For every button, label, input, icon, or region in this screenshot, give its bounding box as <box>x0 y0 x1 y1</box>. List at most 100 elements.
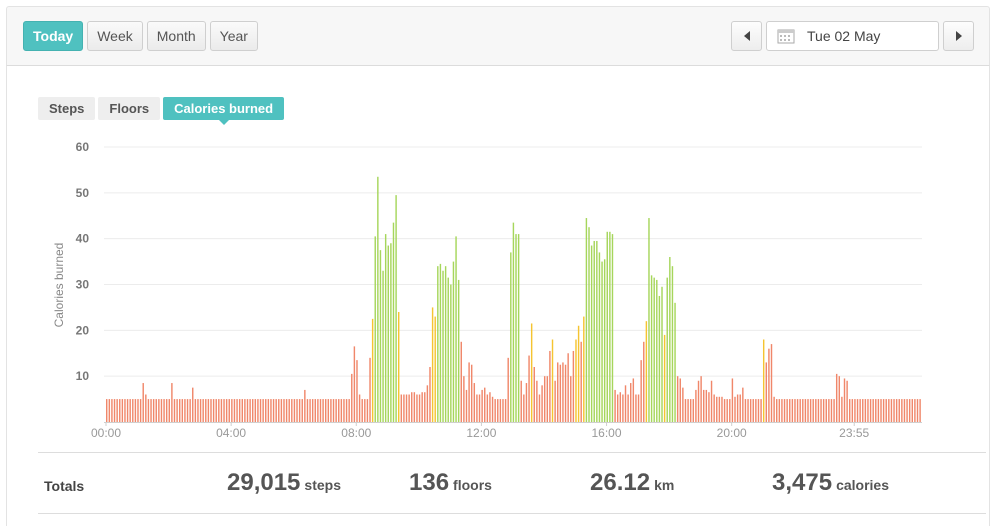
chart-bar[interactable] <box>538 394 541 423</box>
chart-bar[interactable] <box>643 341 645 422</box>
chart-bar[interactable] <box>207 399 210 422</box>
chart-bar[interactable] <box>820 399 822 422</box>
chart-bar[interactable] <box>624 385 627 422</box>
chart-bar[interactable] <box>908 399 911 422</box>
chart-bar[interactable] <box>181 399 184 422</box>
chart-bar[interactable] <box>397 312 400 422</box>
chart-bar[interactable] <box>338 399 340 422</box>
chart-bar[interactable] <box>739 394 741 423</box>
chart-bar[interactable] <box>259 399 262 422</box>
chart-bar[interactable] <box>408 394 410 423</box>
chart-bar[interactable] <box>418 394 421 423</box>
chart-bar[interactable] <box>437 266 439 422</box>
chart-bar[interactable] <box>489 392 491 422</box>
chart-bar[interactable] <box>270 399 272 422</box>
chart-bar[interactable] <box>111 399 113 422</box>
chart-bar[interactable] <box>241 399 243 422</box>
chart-bar[interactable] <box>416 394 418 423</box>
chart-bar[interactable] <box>343 399 345 422</box>
chart-bar[interactable] <box>718 396 721 422</box>
chart-bar[interactable] <box>400 394 403 423</box>
chart-bar[interactable] <box>864 399 867 422</box>
chart-bar[interactable] <box>481 389 483 422</box>
chart-bar[interactable] <box>390 243 392 422</box>
chart-bar[interactable] <box>809 399 812 422</box>
chart-bar[interactable] <box>192 387 194 423</box>
chart-bar[interactable] <box>494 399 496 422</box>
period-button-week[interactable]: Week <box>87 21 143 51</box>
chart-bar[interactable] <box>601 261 603 422</box>
chart-bar[interactable] <box>650 275 653 422</box>
chart-bar[interactable] <box>729 399 731 422</box>
chart-bar[interactable] <box>614 389 616 422</box>
chart-bar[interactable] <box>596 240 598 422</box>
chart-bar[interactable] <box>575 339 577 423</box>
chart-bar[interactable] <box>374 236 376 423</box>
chart-bar[interactable] <box>812 399 814 422</box>
chart-bar[interactable] <box>351 373 353 423</box>
chart-bar[interactable] <box>734 396 736 422</box>
chart-bar[interactable] <box>877 399 880 422</box>
chart-bar[interactable] <box>134 399 137 422</box>
chart-bar[interactable] <box>744 399 747 422</box>
chart-bar[interactable] <box>335 399 337 422</box>
chart-bar[interactable] <box>504 399 507 422</box>
chart-bar[interactable] <box>799 399 801 422</box>
chart-bar[interactable] <box>875 399 877 422</box>
chart-bar[interactable] <box>225 399 228 422</box>
chart-bar[interactable] <box>564 364 567 422</box>
chart-bar[interactable] <box>327 399 330 422</box>
chart-bar[interactable] <box>903 399 906 422</box>
chart-bar[interactable] <box>145 394 147 423</box>
chart-bar[interactable] <box>194 399 197 422</box>
chart-bar[interactable] <box>888 399 890 422</box>
chart-bar[interactable] <box>452 261 455 422</box>
chart-bar[interactable] <box>450 284 452 423</box>
chart-bar[interactable] <box>906 399 908 422</box>
chart-bar[interactable] <box>121 399 124 422</box>
chart-bar[interactable] <box>186 399 189 422</box>
chart-bar[interactable] <box>543 376 546 422</box>
chart-bar[interactable] <box>165 399 168 422</box>
chart-bar[interactable] <box>645 321 648 422</box>
chart-bar[interactable] <box>163 399 165 422</box>
chart-bar[interactable] <box>843 378 846 422</box>
chart-bar[interactable] <box>901 399 903 422</box>
chart-bar[interactable] <box>541 385 543 422</box>
chart-bar[interactable] <box>590 245 593 422</box>
chart-bar[interactable] <box>515 234 517 422</box>
chart-bar[interactable] <box>434 316 436 422</box>
chart-bar[interactable] <box>218 399 220 422</box>
chart-bar[interactable] <box>895 399 898 422</box>
chart-bar[interactable] <box>517 234 520 422</box>
chart-bar[interactable] <box>160 399 163 422</box>
chart-bar[interactable] <box>499 399 502 422</box>
chart-bar[interactable] <box>869 399 872 422</box>
chart-bar[interactable] <box>559 364 562 422</box>
chart-bar[interactable] <box>791 399 794 422</box>
chart-bar[interactable] <box>309 399 311 422</box>
chart-bar[interactable] <box>205 399 207 422</box>
chart-bar[interactable] <box>762 339 765 423</box>
chart-bar[interactable] <box>197 399 199 422</box>
chart-bar[interactable] <box>429 367 431 422</box>
chart-bar[interactable] <box>661 286 663 422</box>
chart-bar[interactable] <box>447 277 449 423</box>
chart-bar[interactable] <box>815 399 817 422</box>
tab-steps[interactable]: Steps <box>38 97 96 120</box>
chart-bar[interactable] <box>648 218 650 422</box>
chart-bar[interactable] <box>616 394 619 423</box>
chart-bar[interactable] <box>387 245 389 422</box>
chart-bar[interactable] <box>246 399 249 422</box>
chart-bar[interactable] <box>765 362 768 422</box>
chart-bar[interactable] <box>611 234 614 422</box>
chart-bar[interactable] <box>113 399 116 422</box>
chart-bar[interactable] <box>778 399 781 422</box>
chart-bar[interactable] <box>530 323 533 422</box>
chart-bar[interactable] <box>108 399 111 422</box>
chart-bar[interactable] <box>199 399 202 422</box>
chart-bar[interactable] <box>278 399 280 422</box>
chart-bar[interactable] <box>723 399 726 422</box>
chart-bar[interactable] <box>914 399 916 422</box>
chart-bar[interactable] <box>132 399 134 422</box>
